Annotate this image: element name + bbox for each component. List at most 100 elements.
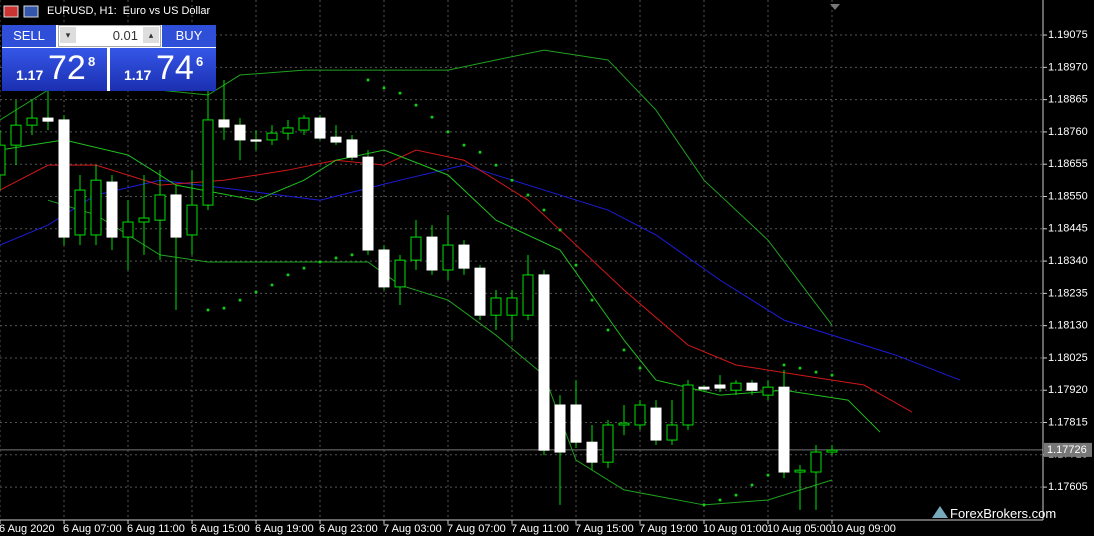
x-tick-label: 6 Aug 23:00 (319, 523, 378, 535)
x-tick-label: 6 Aug 2020 (0, 523, 55, 535)
current-price-label: 1.17726 (1047, 444, 1087, 456)
candle-body (522, 274, 534, 316)
y-tick-label: 1.18760 (1048, 126, 1088, 138)
sar-dot (334, 256, 338, 260)
candle-body (458, 244, 470, 269)
sar-dot (238, 298, 242, 302)
sar-dot (366, 78, 370, 82)
candle-body (0, 144, 6, 176)
sar-dot (510, 178, 514, 182)
candle-body (682, 384, 694, 426)
sar-dot (350, 253, 354, 257)
candle-body (490, 297, 502, 316)
buy-price-point: 6 (196, 54, 204, 69)
candle-body (234, 124, 246, 141)
sell-price-point: 8 (88, 54, 96, 69)
watermark-icon (932, 506, 948, 518)
sar-dot (414, 103, 418, 107)
candle-body (714, 384, 726, 389)
candle-body (298, 117, 310, 131)
sar-dot (318, 260, 322, 264)
sar-dot (750, 483, 754, 487)
x-tick-label: 6 Aug 11:00 (127, 523, 185, 535)
candle-body (106, 181, 118, 238)
y-tick-label: 1.18655 (1048, 158, 1088, 170)
y-tick-label: 1.17920 (1048, 384, 1088, 396)
candle-body (554, 404, 566, 453)
y-tick-label: 1.18340 (1048, 255, 1088, 267)
candle-body (26, 117, 38, 126)
candle-body (586, 441, 598, 463)
sar-dot (206, 308, 210, 312)
sar-dot (814, 370, 818, 374)
sar-dot (222, 306, 226, 310)
candle-body (410, 236, 422, 261)
candle-body (58, 119, 70, 238)
sar-dot (558, 228, 562, 232)
candle-body (266, 132, 278, 141)
candle-body (762, 386, 774, 396)
sell-button[interactable]: SELL (2, 25, 56, 47)
candle-body (778, 386, 790, 473)
x-tick-label: 7 Aug 11:00 (511, 523, 569, 535)
candle-body (794, 469, 806, 473)
sar-dot (270, 283, 274, 287)
candle-body (282, 127, 294, 134)
trade-panel: SELL 0.01 ▾ ▴ BUY 1.17 72 8 1.17 74 6 (2, 25, 216, 91)
sar-dot (398, 91, 402, 95)
sar-dot (494, 163, 498, 167)
sar-dot (462, 143, 466, 147)
candle-body (394, 259, 406, 288)
lot-input[interactable]: 0.01 (58, 25, 161, 47)
indicator-line (0, 149, 913, 413)
candle-body (346, 139, 358, 158)
candle-body (618, 422, 630, 426)
buy-button[interactable]: BUY (162, 25, 216, 47)
candle-body (218, 119, 230, 128)
shift-marker[interactable] (830, 4, 840, 10)
candle-body (170, 194, 182, 238)
candle-body (426, 236, 438, 271)
x-tick-label: 6 Aug 19:00 (255, 523, 314, 535)
candle-body (730, 382, 742, 391)
x-tick-label: 6 Aug 15:00 (191, 523, 250, 535)
buy-price-prefix: 1.17 (124, 67, 152, 83)
sar-dot (430, 115, 434, 119)
sell-price[interactable]: 1.17 72 8 (2, 48, 107, 91)
sar-dot (782, 363, 786, 367)
sar-dot (718, 498, 722, 502)
watermark: ForexBrokers.com (950, 506, 1057, 521)
sar-dot (590, 298, 594, 302)
candle-body (570, 404, 582, 443)
candle-body (74, 189, 86, 236)
y-tick-label: 1.18130 (1048, 320, 1088, 332)
flag-icon (23, 5, 39, 18)
candle-body (602, 424, 614, 463)
sar-dot (254, 290, 258, 294)
sar-dot (446, 130, 450, 134)
sar-dot (542, 208, 546, 212)
candle-body (90, 179, 102, 236)
buy-price[interactable]: 1.17 74 6 (110, 48, 216, 91)
candle-body (330, 136, 342, 143)
lot-up[interactable]: ▴ (143, 27, 159, 43)
chart-icon[interactable] (3, 5, 19, 18)
buy-price-pips: 74 (156, 49, 194, 87)
sar-dot (526, 193, 530, 197)
candle-body (250, 139, 262, 142)
y-tick-label: 1.18970 (1048, 61, 1088, 73)
candle-body (314, 117, 326, 139)
x-tick-label: 10 Aug 05:00 (767, 523, 832, 535)
candle-body (442, 244, 454, 271)
x-tick-label: 10 Aug 09:00 (831, 523, 896, 535)
candle-body (362, 156, 374, 251)
y-tick-label: 1.17815 (1048, 416, 1088, 428)
y-tick-label: 1.18550 (1048, 190, 1088, 202)
lot-down[interactable]: ▾ (60, 27, 76, 43)
symbol-title: EURUSD, H1: Euro vs US Dollar (47, 5, 211, 17)
sar-dot (302, 266, 306, 270)
sar-dot (798, 366, 802, 370)
x-tick-label: 7 Aug 03:00 (383, 523, 442, 535)
